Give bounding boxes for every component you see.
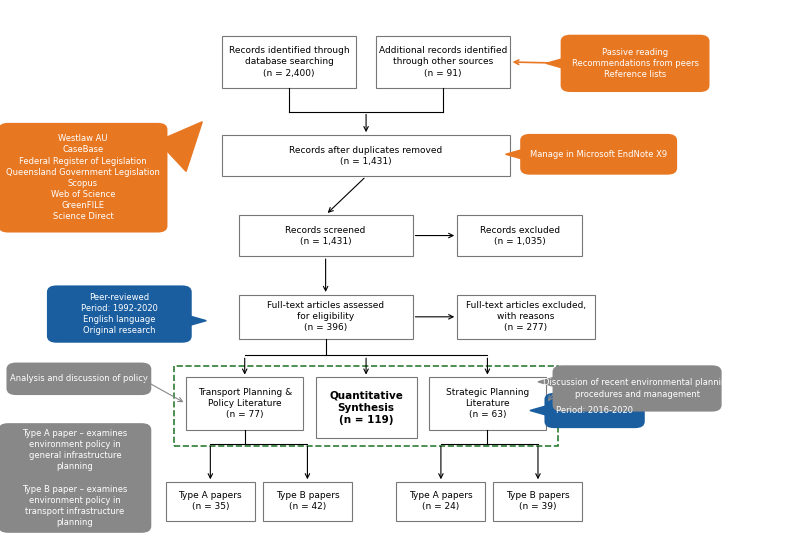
FancyBboxPatch shape [166,482,255,521]
Text: Type B papers
(n = 42): Type B papers (n = 42) [276,491,339,511]
Text: Records after duplicates removed
(n = 1,431): Records after duplicates removed (n = 1,… [290,145,443,166]
Text: Analysis and discussion of policy: Analysis and discussion of policy [10,374,148,383]
FancyBboxPatch shape [376,36,510,88]
Text: Records identified through
database searching
(n = 2,400): Records identified through database sear… [229,46,349,78]
Text: Records screened
(n = 1,431): Records screened (n = 1,431) [286,225,366,246]
FancyBboxPatch shape [186,377,303,430]
Text: Discussion of recent environmental planning
procedures and management: Discussion of recent environmental plann… [543,379,731,398]
FancyBboxPatch shape [6,363,151,395]
Polygon shape [538,375,562,389]
Text: Type B papers
(n = 39): Type B papers (n = 39) [506,491,570,511]
FancyBboxPatch shape [316,377,417,438]
Text: Peer-reviewed
Period: 1992-2020
English language
Original research: Peer-reviewed Period: 1992-2020 English … [81,293,158,335]
Polygon shape [158,122,202,171]
FancyBboxPatch shape [222,36,356,88]
FancyBboxPatch shape [0,423,151,533]
Text: Type A paper – examines
environment policy in
general infrastructure
planning

T: Type A paper – examines environment poli… [22,429,128,527]
Text: Transport Planning &
Policy Literature
(n = 77): Transport Planning & Policy Literature (… [197,388,292,419]
FancyBboxPatch shape [396,482,485,521]
FancyBboxPatch shape [553,365,722,412]
Text: Quantitative
Synthesis
(n = 119): Quantitative Synthesis (n = 119) [329,390,403,425]
Text: Manage in Microsoft EndNote X9: Manage in Microsoft EndNote X9 [530,150,667,159]
FancyBboxPatch shape [222,135,510,176]
FancyBboxPatch shape [457,295,595,339]
Text: Full-text articles excluded,
with reasons
(n = 277): Full-text articles excluded, with reason… [466,301,586,332]
Text: Westlaw AU
CaseBase
Federal Register of Legislation
Queensland Government Legisl: Westlaw AU CaseBase Federal Register of … [6,134,160,221]
FancyBboxPatch shape [239,295,413,339]
Polygon shape [546,57,570,71]
Text: Type A papers
(n = 24): Type A papers (n = 24) [409,491,472,511]
Text: Full-text articles assessed
for eligibility
(n = 396): Full-text articles assessed for eligibil… [267,301,384,332]
Polygon shape [530,403,554,418]
FancyBboxPatch shape [429,377,546,430]
Text: Records excluded
(n = 1,035): Records excluded (n = 1,035) [480,225,560,246]
FancyBboxPatch shape [457,215,582,256]
Text: Strategic Planning
Literature
(n = 63): Strategic Planning Literature (n = 63) [446,388,529,419]
FancyBboxPatch shape [0,123,167,233]
FancyBboxPatch shape [263,482,352,521]
FancyBboxPatch shape [493,482,582,521]
Text: Type A papers
(n = 35): Type A papers (n = 35) [179,491,242,511]
FancyBboxPatch shape [239,215,413,256]
Text: Additional records identified
through other sources
(n = 91): Additional records identified through ot… [379,46,507,78]
FancyBboxPatch shape [561,35,709,92]
Text: Passive reading
Recommendations from peers
Reference lists: Passive reading Recommendations from pee… [572,48,698,79]
Polygon shape [182,314,206,327]
FancyBboxPatch shape [47,285,192,343]
Text: Period: 2016-2020: Period: 2016-2020 [556,406,633,415]
FancyBboxPatch shape [544,393,645,428]
FancyBboxPatch shape [520,134,677,175]
Polygon shape [506,148,530,161]
